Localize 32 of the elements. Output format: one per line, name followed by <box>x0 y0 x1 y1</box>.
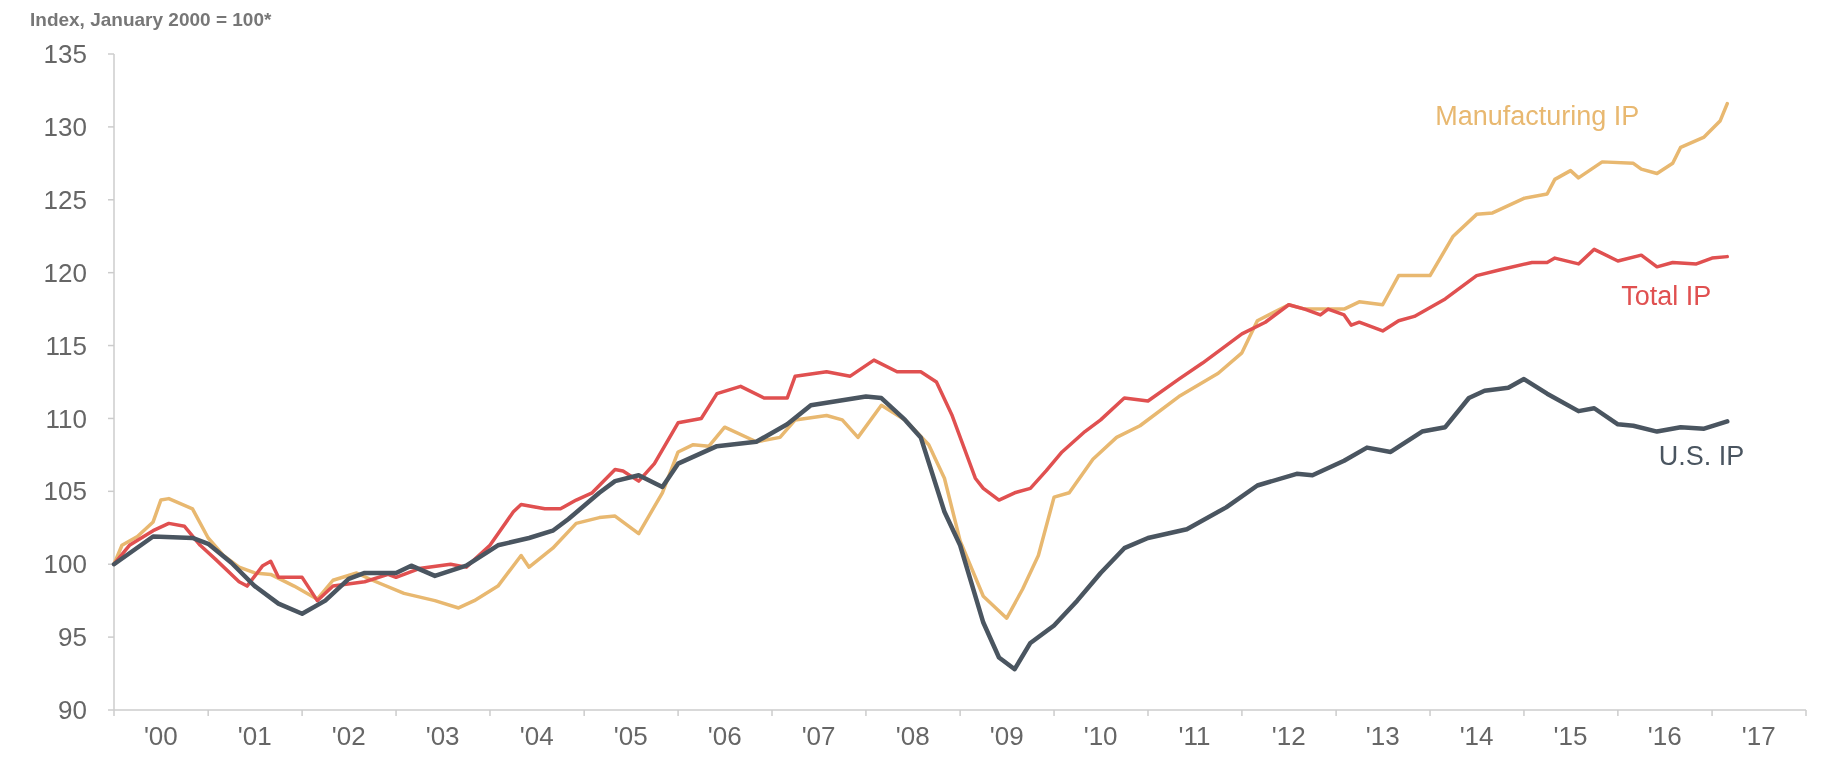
x-tick-label: '13 <box>1365 721 1400 751</box>
y-tick-label: 135 <box>43 39 87 70</box>
x-tick-label: '08 <box>895 721 930 751</box>
x-tick-label: '03 <box>425 721 460 751</box>
x-tick-label: '07 <box>801 721 836 751</box>
x-tick-label: '06 <box>707 721 742 751</box>
y-tick-label: 115 <box>45 330 87 361</box>
y-tick-label: 100 <box>43 549 87 580</box>
y-tick-label: 95 <box>58 622 87 653</box>
series-label: U.S. IP <box>1658 441 1745 472</box>
x-tick-label: '16 <box>1647 721 1682 751</box>
x-tick-label: '15 <box>1553 721 1588 751</box>
series-label: Manufacturing IP <box>1435 100 1640 131</box>
y-tick-label: 125 <box>43 184 87 215</box>
y-tick-label: 110 <box>45 403 87 434</box>
y-axis-title: Index, January 2000 = 100* <box>30 9 272 30</box>
x-tick-label: '04 <box>519 721 554 751</box>
x-tick-label: '02 <box>331 721 366 751</box>
y-tick-label: 105 <box>43 476 87 507</box>
x-tick-label: '10 <box>1083 721 1118 751</box>
x-tick-label: '11 <box>1178 721 1211 751</box>
x-tick-label: '05 <box>613 721 648 751</box>
y-tick-label: 130 <box>43 111 87 142</box>
y-tick-label: 90 <box>58 695 87 726</box>
x-tick-label: '17 <box>1741 721 1776 751</box>
x-tick-label: '00 <box>143 721 178 751</box>
y-tick-label: 120 <box>43 257 87 288</box>
series-label: Total IP <box>1621 280 1712 311</box>
x-tick-label: '01 <box>237 721 272 751</box>
x-tick-label: '09 <box>989 721 1024 751</box>
x-tick-label: '14 <box>1459 721 1494 751</box>
x-tick-label: '12 <box>1271 721 1306 751</box>
